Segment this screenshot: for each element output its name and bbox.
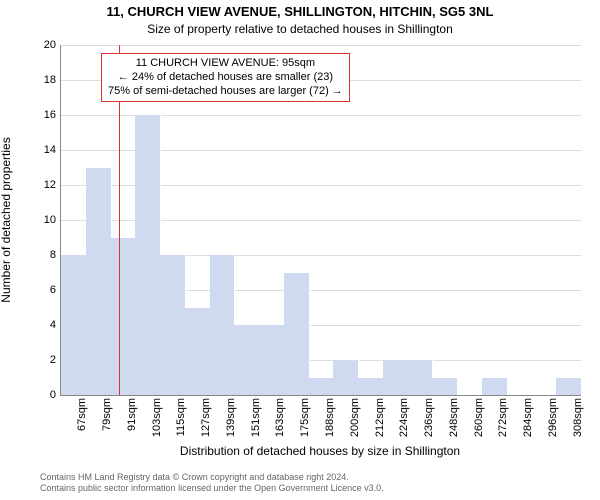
bar [383, 360, 409, 395]
bar [259, 325, 285, 395]
x-tick-label: 175sqm [299, 398, 311, 437]
bar [358, 378, 384, 396]
x-tick-label: 79sqm [101, 398, 113, 431]
chart-container: 11, CHURCH VIEW AVENUE, SHILLINGTON, HIT… [0, 0, 600, 500]
y-axis-label: Number of detached properties [0, 137, 13, 302]
bar [309, 378, 335, 396]
x-tick-label: 260sqm [473, 398, 485, 437]
y-tick-label: 12 [26, 179, 56, 191]
y-tick-label: 4 [26, 319, 56, 331]
x-tick-label: 248sqm [448, 398, 460, 437]
footer-line1: Contains HM Land Registry data © Crown c… [40, 472, 384, 483]
bar [61, 255, 87, 395]
footer-attribution: Contains HM Land Registry data © Crown c… [40, 472, 384, 494]
chart-title-line1: 11, CHURCH VIEW AVENUE, SHILLINGTON, HIT… [0, 4, 600, 19]
x-tick-label: 91sqm [126, 398, 138, 431]
bar [160, 255, 186, 395]
y-tick-label: 10 [26, 214, 56, 226]
y-tick-label: 0 [26, 389, 56, 401]
bar [333, 360, 359, 395]
bar [185, 308, 211, 396]
y-tick-label: 2 [26, 354, 56, 366]
bar [86, 168, 112, 396]
x-tick-label: 272sqm [497, 398, 509, 437]
x-tick-label: 67sqm [76, 398, 88, 431]
x-tick-label: 103sqm [151, 398, 163, 437]
bar [556, 378, 582, 396]
bar [482, 378, 508, 396]
annotation-line3: 75% of semi-detached houses are larger (… [108, 85, 343, 99]
y-tick-label: 6 [26, 284, 56, 296]
y-tick-label: 20 [26, 39, 56, 51]
bar [284, 273, 310, 396]
x-tick-label: 308sqm [572, 398, 584, 437]
x-tick-label: 139sqm [225, 398, 237, 437]
x-tick-label: 188sqm [324, 398, 336, 437]
bar [135, 115, 161, 395]
x-tick-label: 224sqm [398, 398, 410, 437]
x-tick-label: 151sqm [250, 398, 262, 437]
x-tick-label: 200sqm [349, 398, 361, 437]
annotation-line1: 11 CHURCH VIEW AVENUE: 95sqm [108, 57, 343, 71]
y-tick-label: 14 [26, 144, 56, 156]
gridline [61, 45, 581, 46]
x-tick-label: 296sqm [547, 398, 559, 437]
x-axis-label: Distribution of detached houses by size … [60, 444, 580, 458]
annotation-line2: ← 24% of detached houses are smaller (23… [108, 71, 343, 85]
bar [432, 378, 458, 396]
y-tick-label: 18 [26, 74, 56, 86]
chart-title-line2: Size of property relative to detached ho… [0, 22, 600, 36]
bar [111, 238, 137, 396]
bar [408, 360, 434, 395]
x-tick-label: 284sqm [522, 398, 534, 437]
footer-line2: Contains public sector information licen… [40, 483, 384, 494]
x-tick-label: 212sqm [374, 398, 386, 437]
plot-area: 11 CHURCH VIEW AVENUE: 95sqm ← 24% of de… [60, 45, 581, 396]
bar [210, 255, 236, 395]
annotation-box: 11 CHURCH VIEW AVENUE: 95sqm ← 24% of de… [101, 53, 350, 102]
x-tick-label: 127sqm [200, 398, 212, 437]
x-tick-label: 163sqm [274, 398, 286, 437]
y-tick-label: 8 [26, 249, 56, 261]
x-tick-label: 115sqm [175, 398, 187, 436]
y-tick-label: 16 [26, 109, 56, 121]
bar [234, 325, 260, 395]
x-tick-label: 236sqm [423, 398, 435, 437]
